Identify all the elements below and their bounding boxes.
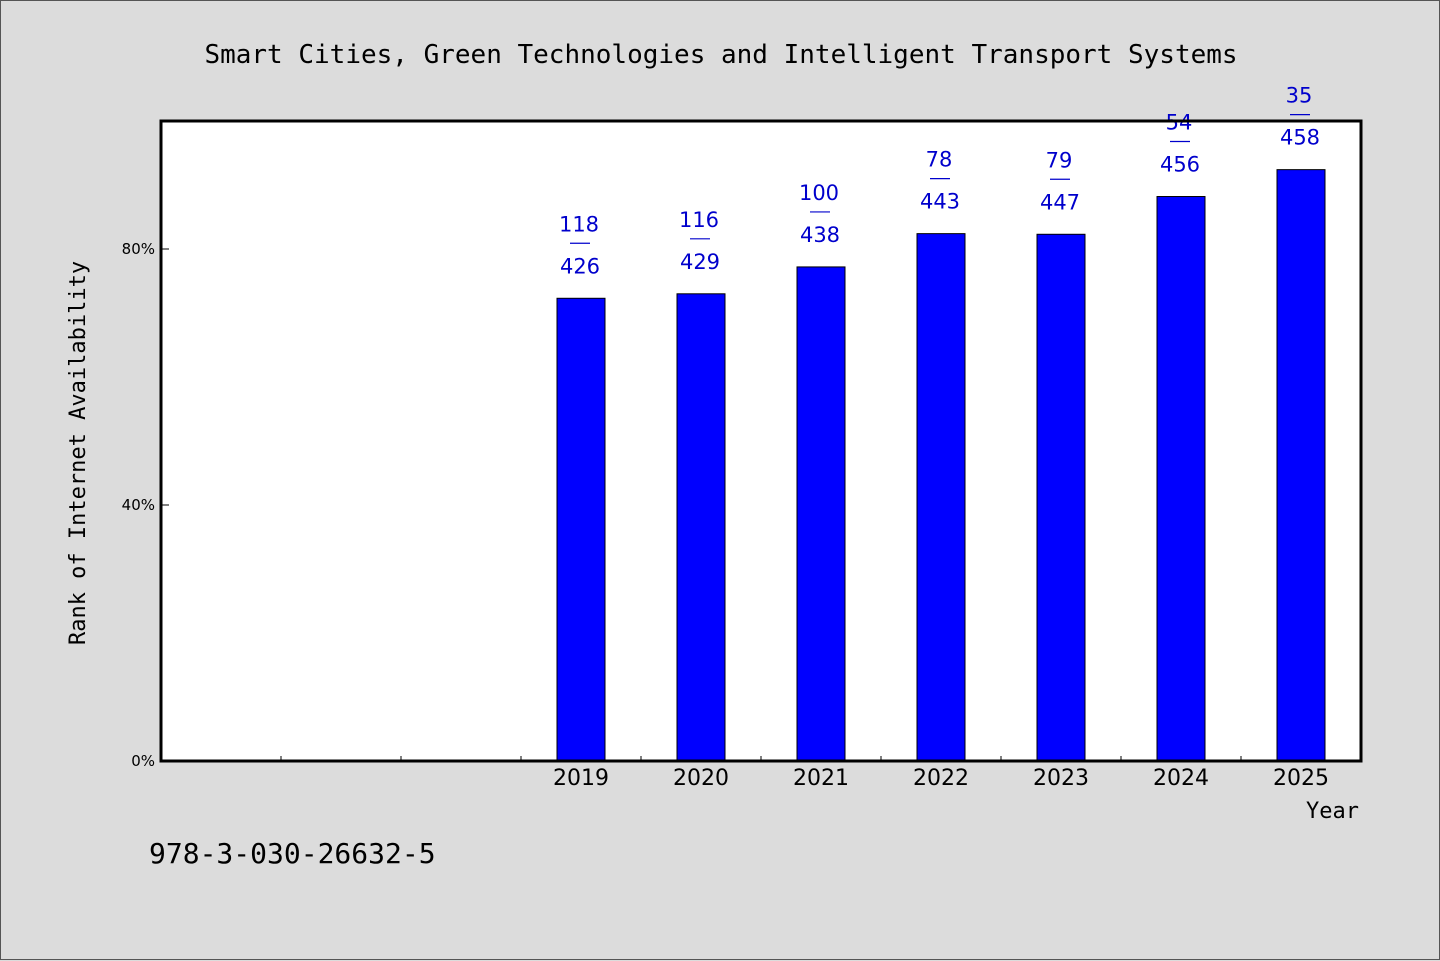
bar-2025 (1276, 169, 1326, 762)
data-label-rank: 78 (926, 148, 953, 172)
x-tick-label: 2020 (673, 766, 729, 791)
bars-group (556, 169, 1326, 762)
bar-2023 (1036, 233, 1086, 762)
isbn-footnote: 978-3-030-26632-5 (149, 837, 436, 870)
x-tick-label: 2025 (1273, 766, 1329, 791)
data-label-total: 456 (1160, 153, 1200, 177)
data-label-rank: 100 (799, 181, 839, 205)
data-label-rank: 35 (1286, 84, 1313, 108)
y-tick-label: 0% (131, 752, 155, 770)
bar-2020 (676, 293, 726, 762)
chart-title: Smart Cities, Green Technologies and Int… (204, 40, 1237, 70)
data-label-total: 447 (1040, 190, 1080, 214)
bar-2021 (796, 266, 846, 762)
data-label-total: 429 (680, 250, 720, 274)
data-label-total: 438 (800, 223, 840, 247)
data-label-rank: 116 (679, 208, 719, 232)
y-tick-label: 40% (122, 496, 155, 514)
x-axis-ticks: 2019 2020 2021 2022 2023 2024 2025 (280, 756, 1329, 791)
y-axis-label: Rank of Internet Availability (66, 261, 91, 645)
data-label-total: 443 (920, 190, 960, 214)
x-tick-label: 2023 (1033, 766, 1089, 791)
data-label-total: 458 (1280, 126, 1320, 150)
y-axis-ticks: 0% 40% 80% (122, 240, 169, 770)
bar-2024 (1156, 196, 1206, 762)
data-labels-group: 118 426 116 429 100 438 78 443 79 447 54 456 35 458 (559, 84, 1320, 279)
x-tick-label: 2021 (793, 766, 849, 791)
x-tick-label: 2022 (913, 766, 969, 791)
x-axis-label: Year (1306, 799, 1359, 824)
y-tick-label: 80% (122, 240, 155, 258)
x-tick-label: 2024 (1153, 766, 1209, 791)
data-label-rank: 118 (559, 212, 599, 236)
x-tick-label: 2019 (553, 766, 609, 791)
bar-2022 (916, 233, 966, 762)
bar-2019 (556, 297, 606, 762)
data-label-total: 426 (560, 254, 600, 278)
data-label-rank: 54 (1166, 111, 1193, 135)
data-label-rank: 79 (1046, 148, 1073, 172)
